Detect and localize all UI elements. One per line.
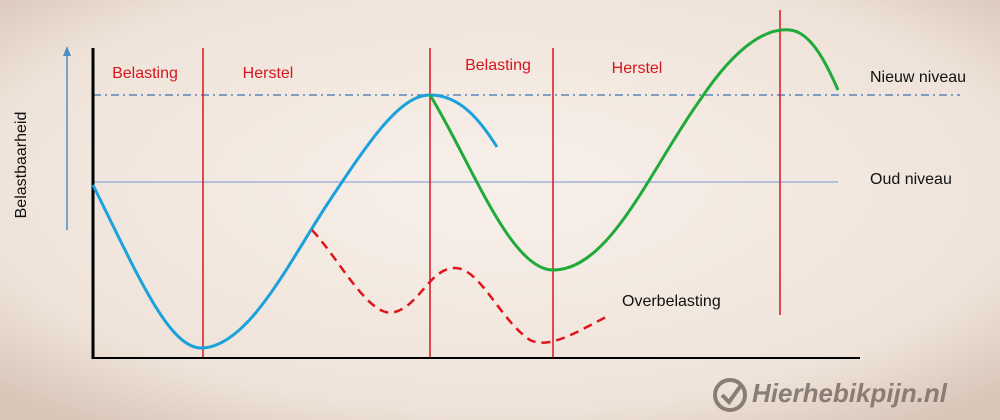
watermark: Hierhebikpijn.nl xyxy=(752,378,948,408)
overload-curve xyxy=(311,229,611,344)
y-arrow-head xyxy=(63,46,71,56)
phase-label: Herstel xyxy=(612,60,663,77)
phase-label: Herstel xyxy=(243,65,294,82)
phase-label: Belasting xyxy=(465,57,531,74)
green-curve xyxy=(428,28,840,272)
phase-dividers xyxy=(202,10,781,358)
level-label: Nieuw niveau xyxy=(870,69,966,86)
annotation: Overbelasting xyxy=(622,293,721,310)
watermark-icon xyxy=(713,378,747,412)
blue-curve xyxy=(91,93,499,350)
y-axis-label: Belastbaarheid xyxy=(13,112,30,219)
level-label: Oud niveau xyxy=(870,171,952,188)
phase-label: Belasting xyxy=(112,65,178,82)
